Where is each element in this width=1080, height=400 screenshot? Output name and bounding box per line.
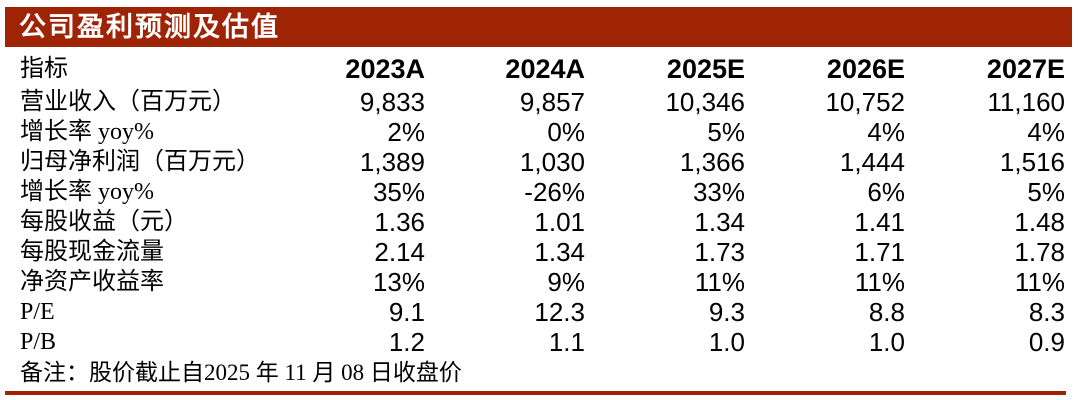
value-cell: 1,030 (519, 147, 585, 177)
row-label-cell: 营业收入（百万元） (20, 89, 236, 115)
row-label-cell: 每股现金流量 (20, 239, 164, 265)
section-title-bar: 公司盈利预测及估值 (5, 7, 1072, 47)
value-cell: 11% (1014, 267, 1065, 297)
value-cell: 4% (867, 117, 905, 147)
value-cell: 0.9 (1028, 327, 1065, 357)
value-cell: 4% (1027, 117, 1065, 147)
value-cell: 9,833 (359, 87, 425, 117)
value-cell: 0% (547, 117, 585, 147)
value-cell: 1.48 (1014, 207, 1065, 237)
value-cell: 1.34 (534, 237, 585, 267)
value-cell: 33% (692, 177, 745, 207)
value-cell: 1,389 (359, 147, 425, 177)
value-cell: 9,857 (519, 87, 585, 117)
section-title: 公司盈利预测及估值 (19, 12, 280, 42)
table-row: 每股现金流量 2.14 1.34 1.73 1.71 1.78 (20, 237, 1065, 267)
value-cell: 12.3 (534, 297, 585, 327)
value-cell: 1.1 (548, 327, 585, 357)
table-row: P/E 9.1 12.3 9.3 8.8 8.3 (20, 297, 1065, 327)
year-header-cell: 2024A (505, 53, 585, 84)
bottom-rule (5, 391, 1066, 395)
value-cell: 1.78 (1014, 237, 1065, 267)
table-row: 每股收益（元） 1.36 1.01 1.34 1.41 1.48 (20, 207, 1065, 237)
table-row: 净资产收益率 13% 9% 11% 11% 11% (20, 267, 1065, 297)
row-label-cell: P/E (20, 299, 55, 325)
year-header-cell: 2026E (826, 53, 905, 84)
table-row: 归母净利润（百万元） 1,389 1,030 1,366 1,444 1,516 (20, 147, 1065, 177)
value-cell: 1.2 (388, 327, 425, 357)
row-label-cell: 增长率 yoy% (20, 119, 154, 145)
value-cell: 1.73 (694, 237, 745, 267)
table-row: 增长率 yoy% 35% -26% 33% 6% 5% (20, 177, 1065, 207)
year-header-cell: 2023A (345, 53, 425, 84)
row-label-cell: 净资产收益率 (20, 269, 164, 295)
value-cell: 1.34 (694, 207, 745, 237)
value-cell: 1,516 (999, 147, 1065, 177)
value-cell: 5% (1027, 177, 1065, 207)
value-cell: 9.1 (388, 297, 425, 327)
value-cell: 10,346 (665, 87, 745, 117)
table-body: 营业收入（百万元） 9,833 9,857 10,346 10,752 11,160 增长率… (20, 87, 1065, 357)
value-cell: -26% (524, 177, 585, 207)
value-cell: 2% (387, 117, 425, 147)
row-label-cell: 增长率 yoy% (20, 179, 154, 205)
value-cell: 8.3 (1028, 297, 1065, 327)
table-header-row: 指标 2023A 2024A 2025E 2026E 2027E (20, 50, 1065, 87)
value-cell: 11% (694, 267, 745, 297)
value-cell: 5% (707, 117, 745, 147)
footnote: 备注：股价截止自2025 年 11 月 08 日收盘价 (20, 360, 462, 385)
value-cell: 10,752 (825, 87, 905, 117)
value-cell: 1.0 (708, 327, 745, 357)
forecast-table: 指标 2023A 2024A 2025E 2026E 2027E 营业收入（百万元） 9,… (20, 50, 1065, 358)
value-cell: 1,366 (679, 147, 745, 177)
value-cell: 11% (854, 267, 905, 297)
value-cell: 8.8 (868, 297, 905, 327)
value-cell: 1.71 (854, 237, 905, 267)
row-label-cell: P/B (20, 329, 57, 355)
value-cell: 2.14 (374, 237, 425, 267)
table-row: 营业收入（百万元） 9,833 9,857 10,346 10,752 11,160 (20, 87, 1065, 117)
value-cell: 1.36 (374, 207, 425, 237)
value-cell: 9.3 (708, 297, 745, 327)
table-row: 增长率 yoy% 2% 0% 5% 4% 4% (20, 117, 1065, 147)
value-cell: 9% (547, 267, 585, 297)
value-cell: 1,444 (839, 147, 905, 177)
row-label-cell: 归母净利润（百万元） (20, 149, 260, 175)
value-cell: 1.01 (534, 207, 585, 237)
value-cell: 6% (867, 177, 905, 207)
value-cell: 1.41 (854, 207, 905, 237)
indicator-header-cell: 指标 (20, 55, 68, 82)
value-cell: 13% (372, 267, 425, 297)
row-label-cell: 每股收益（元） (20, 209, 188, 235)
table-row: P/B 1.2 1.1 1.0 1.0 0.9 (20, 327, 1065, 357)
value-cell: 1.0 (868, 327, 905, 357)
value-cell: 11,160 (987, 87, 1065, 117)
year-header-cell: 2025E (666, 53, 745, 84)
year-header-cell: 2027E (986, 53, 1065, 84)
value-cell: 35% (372, 177, 425, 207)
